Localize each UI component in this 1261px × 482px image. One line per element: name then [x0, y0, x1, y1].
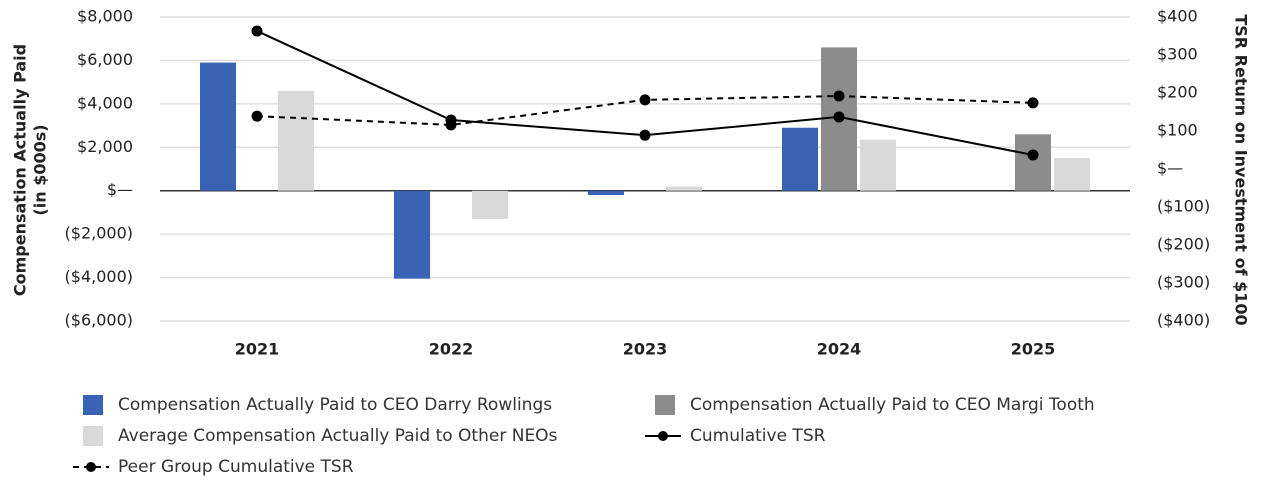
- y2-tick-label: ($300): [1157, 273, 1210, 292]
- y-tick-label: ($4,000): [65, 267, 133, 286]
- y-axis-label-line: Compensation Actually Paid: [11, 44, 30, 296]
- bar: [200, 62, 236, 191]
- legend-label: Compensation Actually Paid to CEO Margi …: [690, 395, 1095, 415]
- bar: [588, 190, 624, 196]
- y-tick-label: $6,000: [77, 50, 133, 69]
- line-marker: [251, 25, 263, 37]
- y2-tick-label: $400: [1157, 7, 1198, 26]
- y-tick-label: ($2,000): [65, 224, 133, 243]
- line-marker: [833, 90, 845, 102]
- line-marker: [639, 94, 651, 106]
- y2-axis-label: TSR Return on Investment of $100: [1232, 14, 1251, 325]
- bar: [860, 139, 896, 191]
- legend-swatch: [83, 395, 103, 415]
- line-marker: [1027, 97, 1039, 109]
- bar: [1054, 158, 1090, 191]
- y-axis-label-line: (in $000s): [31, 124, 50, 215]
- line-marker: [1027, 149, 1039, 161]
- x-tick-label: 2022: [429, 340, 474, 359]
- y-tick-label: ($6,000): [65, 311, 133, 330]
- y2-tick-label: ($400): [1157, 311, 1210, 330]
- legend-swatch: [655, 395, 675, 415]
- y2-tick-label: ($200): [1157, 235, 1210, 254]
- legend-marker: [658, 431, 668, 441]
- y-axis-label: Compensation Actually Paid (in $000s): [11, 44, 50, 296]
- y2-tick-label: $300: [1157, 45, 1198, 64]
- legend-marker: [86, 462, 96, 472]
- legend-label: Cumulative TSR: [690, 426, 826, 446]
- legend-label: Compensation Actually Paid to CEO Darry …: [118, 395, 552, 415]
- line-marker: [251, 110, 263, 122]
- bar: [472, 190, 508, 219]
- bar: [278, 90, 314, 191]
- y2-tick-label: ($100): [1157, 197, 1210, 216]
- bar: [1015, 134, 1051, 191]
- x-tick-label: 2021: [235, 340, 280, 359]
- x-tick-label: 2024: [817, 340, 862, 359]
- y2-tick-label: $100: [1157, 121, 1198, 140]
- bar: [782, 127, 818, 191]
- bar: [394, 190, 430, 279]
- line-marker: [445, 119, 457, 131]
- x-tick-label: 2023: [623, 340, 668, 359]
- bar: [666, 186, 702, 191]
- x-tick-label: 2025: [1011, 340, 1056, 359]
- y-tick-label: $2,000: [77, 137, 133, 156]
- legend-swatch: [83, 426, 103, 446]
- legend-label: Average Compensation Actually Paid to Ot…: [118, 426, 558, 446]
- legend-label: Peer Group Cumulative TSR: [118, 457, 354, 477]
- line-marker: [639, 129, 651, 141]
- y-tick-label: $4,000: [77, 93, 133, 112]
- y2-tick-label: $200: [1157, 83, 1198, 102]
- line-marker: [833, 111, 845, 123]
- y2-tick-label: $—: [1157, 159, 1183, 178]
- y-tick-label: $—: [107, 180, 133, 199]
- y-tick-label: $8,000: [77, 7, 133, 26]
